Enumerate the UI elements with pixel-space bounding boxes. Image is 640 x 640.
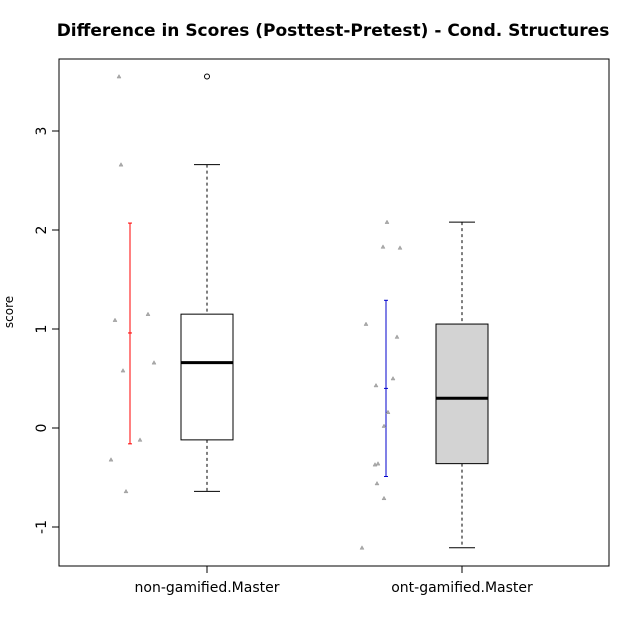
jitter-point: [374, 480, 380, 486]
jitter-points-layer: [108, 74, 403, 550]
y-tick-label: 0: [34, 424, 50, 433]
y-axis-label: score: [2, 296, 16, 328]
error-bar: [128, 222, 132, 445]
error-bars-layer: [128, 222, 388, 478]
jitter-point: [359, 545, 365, 550]
jitter-point: [120, 368, 126, 373]
jitter-point: [112, 317, 118, 322]
y-tick-label: 1: [34, 325, 50, 334]
jitter-point: [397, 245, 403, 250]
boxplot-non-gamified: [180, 73, 234, 492]
y-tick-label: -1: [34, 520, 50, 534]
jitter-point: [385, 409, 391, 414]
plot-frame: [58, 58, 610, 567]
outlier-point: [204, 73, 210, 80]
jitter-point: [151, 360, 157, 365]
jitter-point: [381, 423, 387, 428]
jitter-point: [384, 219, 390, 224]
jitter-point: [108, 457, 114, 462]
x-tick-label: non-gamified.Master: [135, 580, 280, 596]
jitter-point: [390, 375, 396, 381]
y-tick-label: 3: [34, 127, 50, 136]
jitter-point: [394, 334, 400, 339]
x-tick-label: ont-gamified.Master: [391, 580, 533, 596]
jitter-point: [380, 244, 386, 249]
y-tick-label: 2: [34, 226, 50, 235]
jitter-point: [363, 321, 369, 326]
error-bar: [384, 299, 388, 478]
jitter-point: [123, 488, 129, 494]
jitter-point: [137, 437, 143, 442]
box-iqr: [435, 323, 489, 465]
box-iqr: [180, 313, 234, 441]
jitter-point: [145, 311, 151, 316]
jitter-point: [118, 162, 124, 167]
jitter-point: [375, 461, 381, 466]
jitter-point: [381, 495, 387, 501]
y-axis: -1 0 1 2 3: [34, 127, 60, 534]
chart-title: Difference in Scores (Posttest-Pretest) …: [57, 21, 610, 41]
boxes-layer: [180, 73, 489, 549]
x-axis: non-gamified.Master ont-gamified.Master: [135, 566, 533, 596]
boxplot-ont-gamified: [435, 221, 489, 549]
jitter-point: [372, 462, 378, 467]
jitter-point: [373, 382, 379, 388]
jitter-point: [116, 74, 122, 79]
